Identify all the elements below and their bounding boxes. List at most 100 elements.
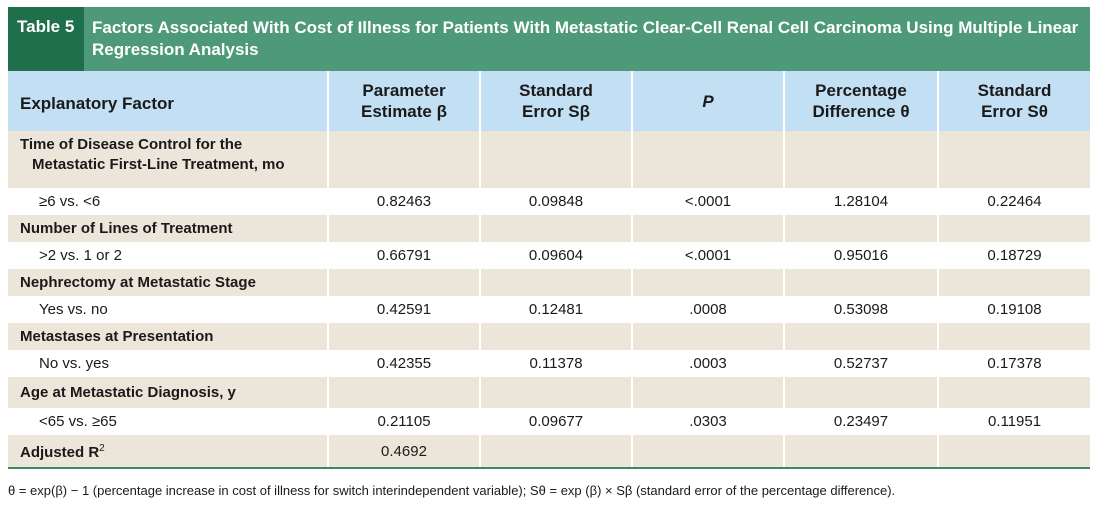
empty-cell: [479, 215, 632, 242]
header-text: Difference θ: [812, 102, 910, 121]
table-label: Table 5: [8, 7, 84, 71]
factor-label: Number of Lines of Treatment: [8, 215, 328, 242]
empty-cell: [783, 377, 938, 408]
table-row: Number of Lines of Treatment: [8, 215, 1090, 242]
standard-error-theta: 0.18729: [937, 242, 1090, 269]
empty-cell: [327, 377, 480, 408]
empty-cell: [937, 323, 1090, 350]
percentage-difference: 0.23497: [783, 408, 938, 435]
empty-cell: [479, 269, 632, 296]
header-text: Standard: [977, 81, 1052, 100]
comparison: No vs. yes: [8, 350, 328, 377]
empty-cell: [937, 269, 1090, 296]
header-text: Standard: [519, 81, 593, 100]
title-bar: Table 5 Factors Associated With Cost of …: [8, 7, 1090, 71]
comparison: ≥6 vs. <6: [8, 188, 328, 215]
empty-cell: [783, 323, 938, 350]
table-row: >2 vs. 1 or 2 0.66791 0.09604 <.0001 0.9…: [8, 242, 1090, 269]
empty-cell: [937, 215, 1090, 242]
adjusted-sup: 2: [99, 443, 105, 454]
header-text: Error Sβ: [521, 102, 590, 121]
empty-cell: [937, 377, 1090, 408]
empty-cell: [327, 215, 480, 242]
percentage-difference: 0.95016: [783, 242, 938, 269]
percentage-difference: 1.28104: [783, 188, 938, 215]
standard-error: 0.09848: [479, 188, 632, 215]
table-row: Nephrectomy at Metastatic Stage: [8, 269, 1090, 296]
empty-cell: [783, 269, 938, 296]
table-row: Yes vs. no 0.42591 0.12481 .0008 0.53098…: [8, 296, 1090, 323]
header-standard-error: Standard Error Sβ: [479, 71, 632, 131]
empty-cell: [479, 377, 632, 408]
estimate: 0.21105: [327, 408, 480, 435]
standard-error: 0.09677: [479, 408, 632, 435]
table-figure: Table 5 Factors Associated With Cost of …: [8, 7, 1090, 469]
factor-line: Time of Disease Control for the: [20, 136, 243, 153]
comparison: >2 vs. 1 or 2: [8, 242, 328, 269]
estimate: 0.66791: [327, 242, 480, 269]
standard-error: 0.09604: [479, 242, 632, 269]
p-value: <.0001: [631, 242, 784, 269]
table-row: Adjusted R2 0.4692: [8, 435, 1090, 467]
estimate: 0.42355: [327, 350, 480, 377]
standard-error-theta: 0.19108: [937, 296, 1090, 323]
table-row: No vs. yes 0.42355 0.11378 .0003 0.52737…: [8, 350, 1090, 377]
header-parameter-estimate: Parameter Estimate β: [327, 71, 480, 131]
comparison: Yes vs. no: [8, 296, 328, 323]
empty-cell: [937, 131, 1090, 188]
percentage-difference: 0.52737: [783, 350, 938, 377]
empty-cell: [631, 377, 784, 408]
header-text: Estimate β: [361, 102, 447, 121]
header-explanatory-factor: Explanatory Factor: [8, 71, 328, 131]
header-text: Parameter: [362, 81, 446, 100]
empty-cell: [783, 131, 938, 188]
factor-label: Age at Metastatic Diagnosis, y: [8, 377, 328, 408]
adjusted-label: Adjusted R: [20, 444, 100, 461]
header-percentage-difference: Percentage Difference θ: [783, 71, 938, 131]
header-text: P: [702, 91, 714, 111]
empty-cell: [479, 323, 632, 350]
standard-error-theta: 0.11951: [937, 408, 1090, 435]
header-text: Error Sθ: [981, 102, 1048, 121]
p-value: .0008: [631, 296, 784, 323]
table-row: <65 vs. ≥65 0.21105 0.09677 .0303 0.2349…: [8, 408, 1090, 435]
regression-table: Explanatory Factor Parameter Estimate β S…: [8, 71, 1090, 467]
empty-cell: [631, 323, 784, 350]
standard-error-theta: 0.17378: [937, 350, 1090, 377]
empty-cell: [631, 435, 784, 467]
estimate: 0.82463: [327, 188, 480, 215]
factor-label: Metastases at Presentation: [8, 323, 328, 350]
factor-label: Time of Disease Control for the Metastati…: [8, 131, 328, 188]
p-value: .0303: [631, 408, 784, 435]
empty-cell: [327, 323, 480, 350]
percentage-difference: 0.53098: [783, 296, 938, 323]
standard-error: 0.12481: [479, 296, 632, 323]
empty-cell: [783, 215, 938, 242]
adjusted-r2-value: 0.4692: [327, 435, 480, 467]
empty-cell: [631, 131, 784, 188]
empty-cell: [783, 435, 938, 467]
table-row: Age at Metastatic Diagnosis, y: [8, 377, 1090, 408]
table-row: Time of Disease Control for the Metastati…: [8, 131, 1090, 188]
empty-cell: [631, 269, 784, 296]
empty-cell: [937, 435, 1090, 467]
comparison: <65 vs. ≥65: [8, 408, 328, 435]
header-row: Explanatory Factor Parameter Estimate β S…: [8, 71, 1090, 131]
header-standard-error-theta: Standard Error Sθ: [937, 71, 1090, 131]
empty-cell: [327, 131, 480, 188]
factor-label: Nephrectomy at Metastatic Stage: [8, 269, 328, 296]
header-p: P: [631, 71, 784, 131]
standard-error: 0.11378: [479, 350, 632, 377]
standard-error-theta: 0.22464: [937, 188, 1090, 215]
table-row: ≥6 vs. <6 0.82463 0.09848 <.0001 1.28104…: [8, 188, 1090, 215]
empty-cell: [479, 435, 632, 467]
estimate: 0.42591: [327, 296, 480, 323]
table-title: Factors Associated With Cost of Illness …: [92, 18, 1079, 59]
empty-cell: [327, 269, 480, 296]
adjusted-r2-label: Adjusted R2: [8, 435, 328, 467]
p-value: <.0001: [631, 188, 784, 215]
footnote: θ = exp(β) − 1 (percentage increase in c…: [8, 483, 896, 498]
p-value: .0003: [631, 350, 784, 377]
factor-line: Metastatic First-Line Treatment, mo: [32, 156, 285, 173]
header-text: Percentage: [815, 81, 907, 100]
